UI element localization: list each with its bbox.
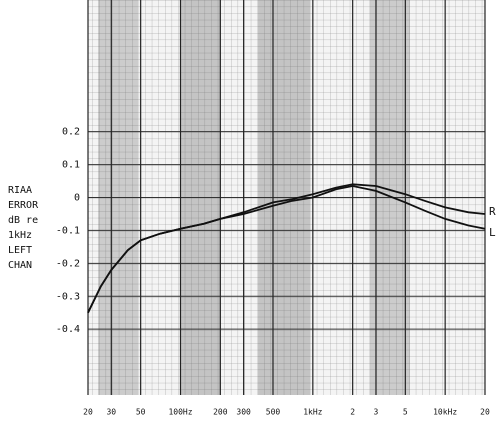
x-tick-label: 20 [480, 408, 490, 417]
x-tick-label: 3 [374, 408, 379, 417]
x-tick-label: 10kHz [433, 408, 457, 417]
y-tick-label: 0 [74, 193, 80, 204]
x-tick-label: 20 [83, 408, 93, 417]
y-tick-label: -0.1 [56, 225, 80, 236]
x-tick-label: 1kHz [303, 408, 322, 417]
x-tick-label: 300 [236, 408, 251, 417]
x-tick-label: 200 [213, 408, 228, 417]
data-line [87, 185, 486, 314]
x-tick-label: 2 [350, 408, 355, 417]
x-tick-label: 50 [136, 408, 146, 417]
y-axis-label-line: dB re [8, 215, 38, 226]
legend-label: L [489, 226, 496, 239]
y-axis-label-line: RIAA [8, 185, 32, 196]
y-tick-label: -0.4 [56, 324, 80, 335]
y-tick-label: -0.3 [56, 291, 80, 302]
y-tick-label: -0.2 [56, 258, 80, 269]
y-axis-label-line: ERROR [8, 200, 39, 211]
x-tick-label: 500 [266, 408, 281, 417]
y-tick-label: 0.1 [62, 160, 80, 171]
y-axis-label-line: 1kHz [8, 230, 32, 241]
y-axis-label-line: LEFT [8, 245, 32, 256]
legend-label: R [489, 205, 496, 218]
y-tick-label: 0.2 [62, 127, 80, 138]
y-axis-label-line: CHAN [8, 260, 32, 271]
x-tick-label: 5 [403, 408, 408, 417]
x-tick-label: 100Hz [168, 408, 192, 417]
x-tick-label: 30 [106, 408, 116, 417]
